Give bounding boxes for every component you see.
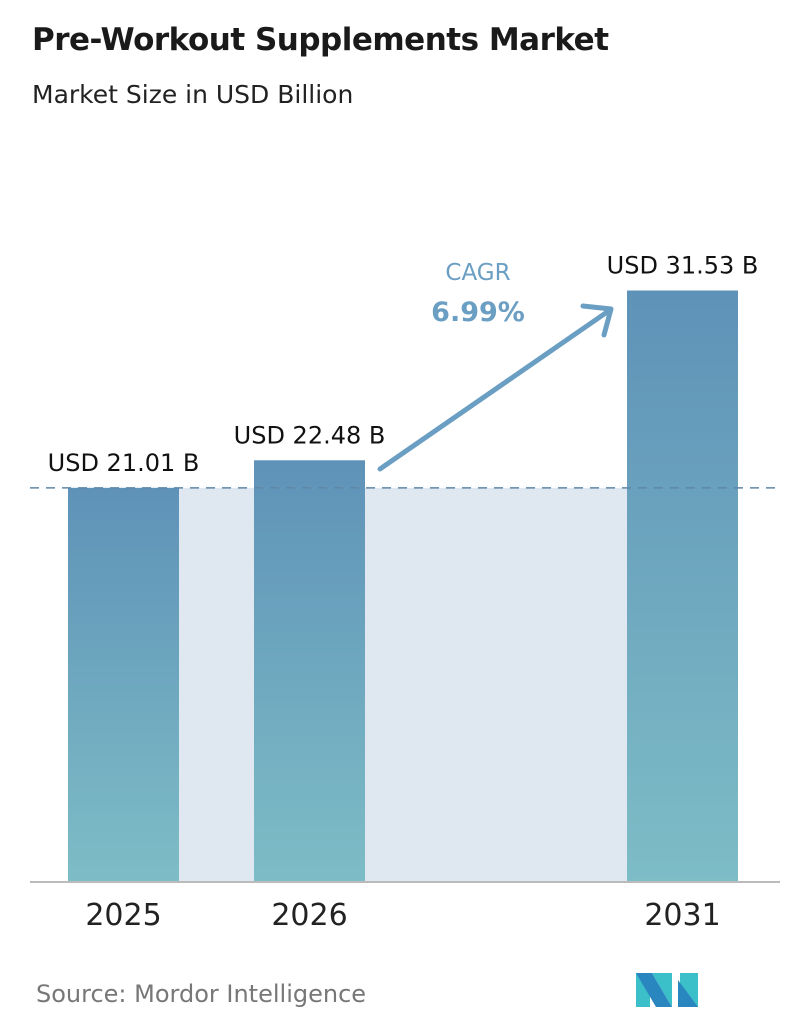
x-tick-label-2025: 2025 <box>85 898 161 933</box>
data-label-2026: USD 22.48 B <box>234 421 386 449</box>
source-text: Source: Mordor Intelligence <box>36 980 367 1008</box>
bar-2025 <box>68 487 179 882</box>
bar-2031 <box>627 290 738 882</box>
data-label-2025: USD 21.01 B <box>48 449 200 477</box>
cagr-value: 6.99% <box>431 297 525 328</box>
cagr-arrow-head-icon <box>580 303 614 338</box>
x-tick-label-2031: 2031 <box>644 898 720 933</box>
data-label-2031: USD 31.53 B <box>607 251 759 279</box>
bar-2026 <box>254 460 365 882</box>
cagr-arrow-line <box>377 307 613 472</box>
chart-subtitle: Market Size in USD Billion <box>32 80 354 109</box>
x-tick-label-2026: 2026 <box>271 898 347 933</box>
cagr-label: CAGR <box>445 260 510 286</box>
chart-title: Pre-Workout Supplements Market <box>32 22 609 58</box>
